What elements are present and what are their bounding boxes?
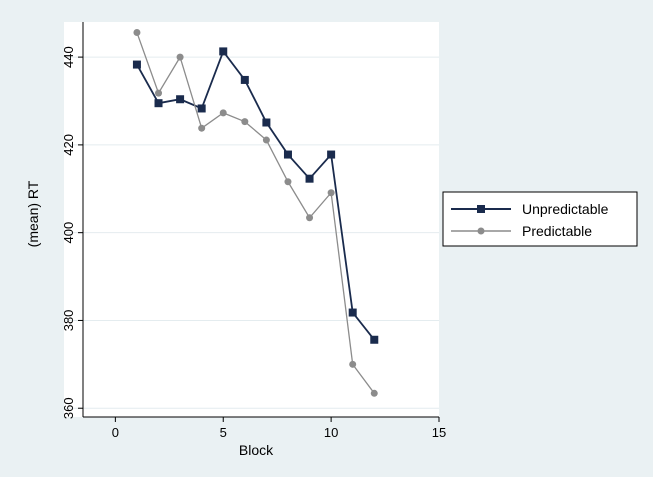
data-point-predictable <box>241 118 249 126</box>
x-tick-label: 5 <box>220 425 227 440</box>
series-layer <box>132 29 379 397</box>
data-point-predictable <box>176 53 184 61</box>
data-point-predictable <box>284 178 292 186</box>
data-point-predictable <box>262 136 270 144</box>
x-axis-ticks: 0 5 10 15 <box>112 417 446 440</box>
y-tick-label: 440 <box>61 46 76 68</box>
data-point-predictable <box>219 109 227 117</box>
y-tick-label: 400 <box>61 222 76 244</box>
data-point-unpredictable <box>176 95 185 104</box>
data-point-unpredictable <box>197 104 206 113</box>
x-tick-label: 10 <box>324 425 338 440</box>
series-unpredictable <box>132 47 379 344</box>
data-point-unpredictable <box>327 150 336 159</box>
x-axis-title: Block <box>239 442 274 458</box>
data-point-unpredictable <box>370 335 379 344</box>
y-axis-title: (mean) RT <box>25 180 41 247</box>
legend-label-unpredictable: Unpredictable <box>522 201 609 217</box>
legend-label-predictable: Predictable <box>522 223 592 239</box>
data-point-predictable <box>349 360 357 368</box>
series-predictable <box>133 29 378 397</box>
x-tick-label: 0 <box>112 425 119 440</box>
legend-marker-predictable <box>477 227 485 235</box>
data-point-predictable <box>370 389 378 397</box>
y-axis-ticks: 360 380 400 420 440 <box>61 46 83 419</box>
legend-box <box>442 191 638 247</box>
data-point-unpredictable <box>348 308 357 317</box>
data-point-unpredictable <box>219 47 228 56</box>
legend-marker-unpredictable <box>477 205 485 213</box>
data-point-predictable <box>198 124 206 132</box>
x-tick-label: 15 <box>432 425 446 440</box>
series-line-predictable <box>136 32 375 394</box>
data-point-predictable <box>133 29 141 37</box>
data-point-unpredictable <box>262 118 271 127</box>
data-point-predictable <box>306 214 314 222</box>
legend: Unpredictable Predictable <box>442 191 638 247</box>
plot-background <box>64 22 439 417</box>
data-point-predictable <box>155 89 163 97</box>
y-tick-label: 380 <box>61 310 76 332</box>
y-tick-label: 360 <box>61 397 76 419</box>
data-point-unpredictable <box>283 150 292 159</box>
data-point-unpredictable <box>305 174 314 183</box>
gridlines <box>64 56 439 409</box>
y-tick-label: 420 <box>61 134 76 156</box>
data-point-unpredictable <box>132 60 141 69</box>
data-point-predictable <box>327 189 335 197</box>
data-point-unpredictable <box>154 99 163 108</box>
data-point-unpredictable <box>240 75 249 84</box>
